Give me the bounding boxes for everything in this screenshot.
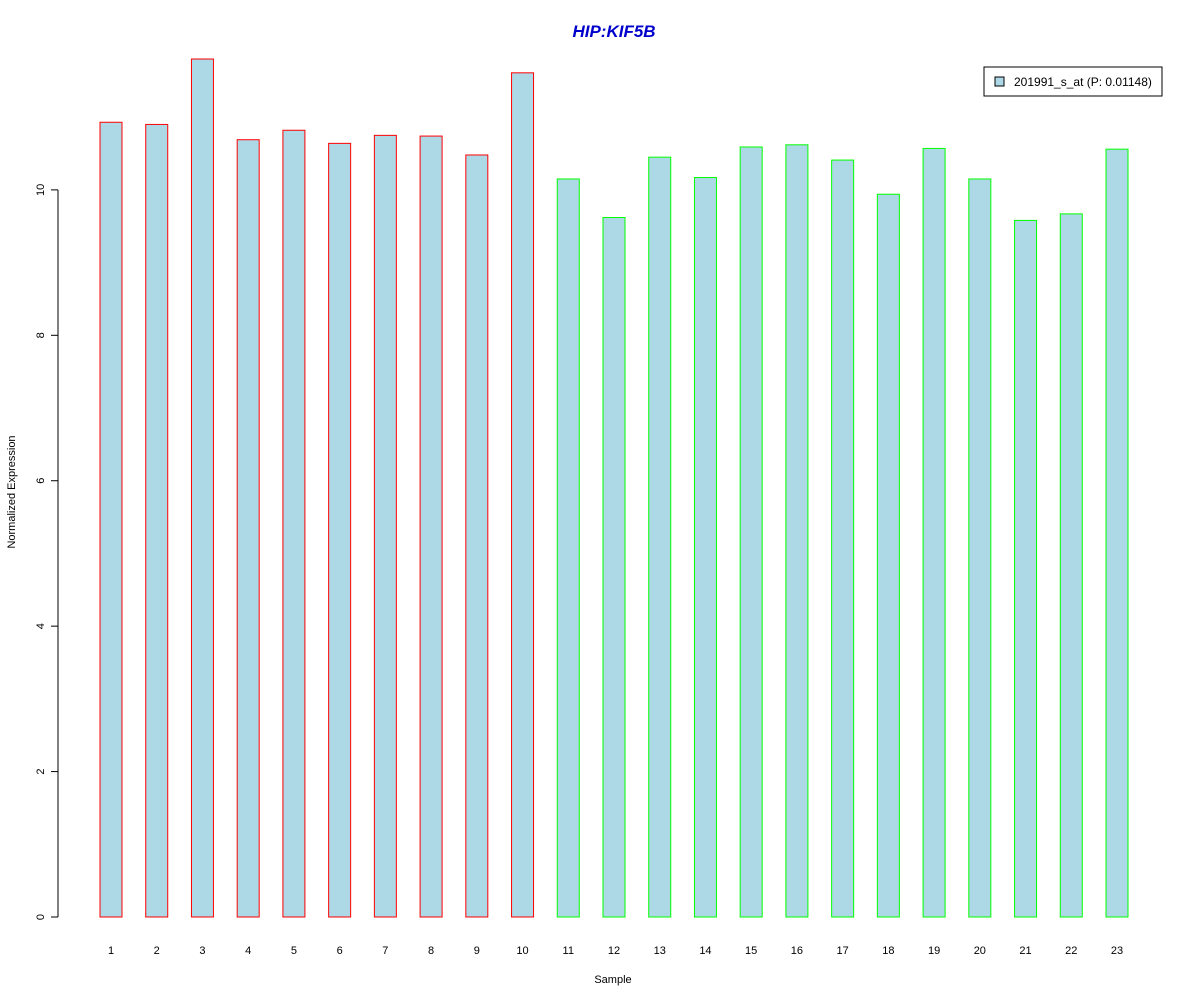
legend: 201991_s_at (P: 0.01148)	[983, 66, 1163, 97]
x-tick-label: 15	[745, 945, 757, 957]
x-tick-label: 4	[245, 945, 251, 957]
y-tick-label: 4	[35, 623, 47, 629]
y-tick-label: 8	[35, 332, 47, 338]
x-tick-label: 20	[974, 945, 986, 957]
bar-sample-22	[1059, 213, 1083, 918]
bar-sample-11	[556, 178, 580, 918]
bar-sample-19	[922, 147, 946, 918]
x-tick-label: 10	[516, 945, 528, 957]
x-tick-label: 8	[428, 945, 434, 957]
x-tick-label: 22	[1065, 945, 1077, 957]
bar-sample-10	[511, 72, 535, 918]
x-tick-label: 11	[563, 945, 574, 957]
bar-sample-15	[739, 146, 763, 918]
bar-sample-6	[328, 142, 352, 918]
x-tick-label: 2	[154, 945, 160, 957]
x-tick-label: 5	[291, 945, 297, 957]
y-tick-label: 10	[35, 184, 47, 196]
x-axis-label: Sample	[594, 974, 631, 986]
bar-sample-7	[373, 134, 397, 918]
bar-sample-23	[1105, 148, 1129, 918]
chart-title: HIP:KIF5B	[572, 22, 655, 41]
bar-sample-12	[602, 217, 626, 918]
x-tick-label: 23	[1111, 945, 1123, 957]
legend-label: 201991_s_at (P: 0.01148)	[1014, 75, 1152, 89]
bar-sample-13	[648, 156, 672, 918]
x-tick-label: 1	[108, 945, 114, 957]
x-tick-label: 12	[608, 945, 620, 957]
legend-swatch	[994, 76, 1005, 87]
x-tick-label: 9	[474, 945, 480, 957]
bar-sample-16	[785, 144, 809, 918]
y-axis: 0 2 4 6 8 10	[35, 184, 59, 920]
y-tick-label: 0	[35, 914, 47, 920]
y-axis-label: Normalized Expression	[6, 435, 18, 548]
legend-box	[983, 66, 1163, 97]
bars-group	[99, 58, 1129, 918]
bar-sample-17	[831, 159, 855, 918]
x-tick-label: 16	[791, 945, 803, 957]
bar-sample-20	[968, 178, 992, 918]
bar-sample-5	[282, 129, 306, 918]
x-tick-label: 3	[199, 945, 205, 957]
bar-sample-14	[693, 177, 717, 918]
bar-sample-3	[190, 58, 214, 918]
x-tick-label: 7	[382, 945, 388, 957]
x-tick-label: 19	[928, 945, 940, 957]
y-tick-label: 2	[35, 769, 47, 775]
x-tick-labels: 1 2 3 4 5 6 7 8 9 10 11 12 13 14 15 16 17 18 19 20 21 22 23	[108, 945, 1123, 957]
x-tick-label: 6	[337, 945, 343, 957]
x-tick-label: 18	[882, 945, 894, 957]
bar-sample-4	[236, 139, 260, 918]
bar-sample-21	[1014, 219, 1038, 918]
x-tick-label: 13	[654, 945, 666, 957]
bar-sample-1	[99, 121, 123, 918]
x-tick-label: 14	[699, 945, 711, 957]
bar-sample-8	[419, 135, 443, 918]
x-tick-label: 17	[837, 945, 849, 957]
x-tick-label: 21	[1019, 945, 1031, 957]
bar-sample-9	[465, 154, 489, 918]
bar-sample-2	[145, 123, 169, 918]
y-tick-label: 6	[35, 478, 47, 484]
bar-sample-18	[876, 193, 900, 918]
